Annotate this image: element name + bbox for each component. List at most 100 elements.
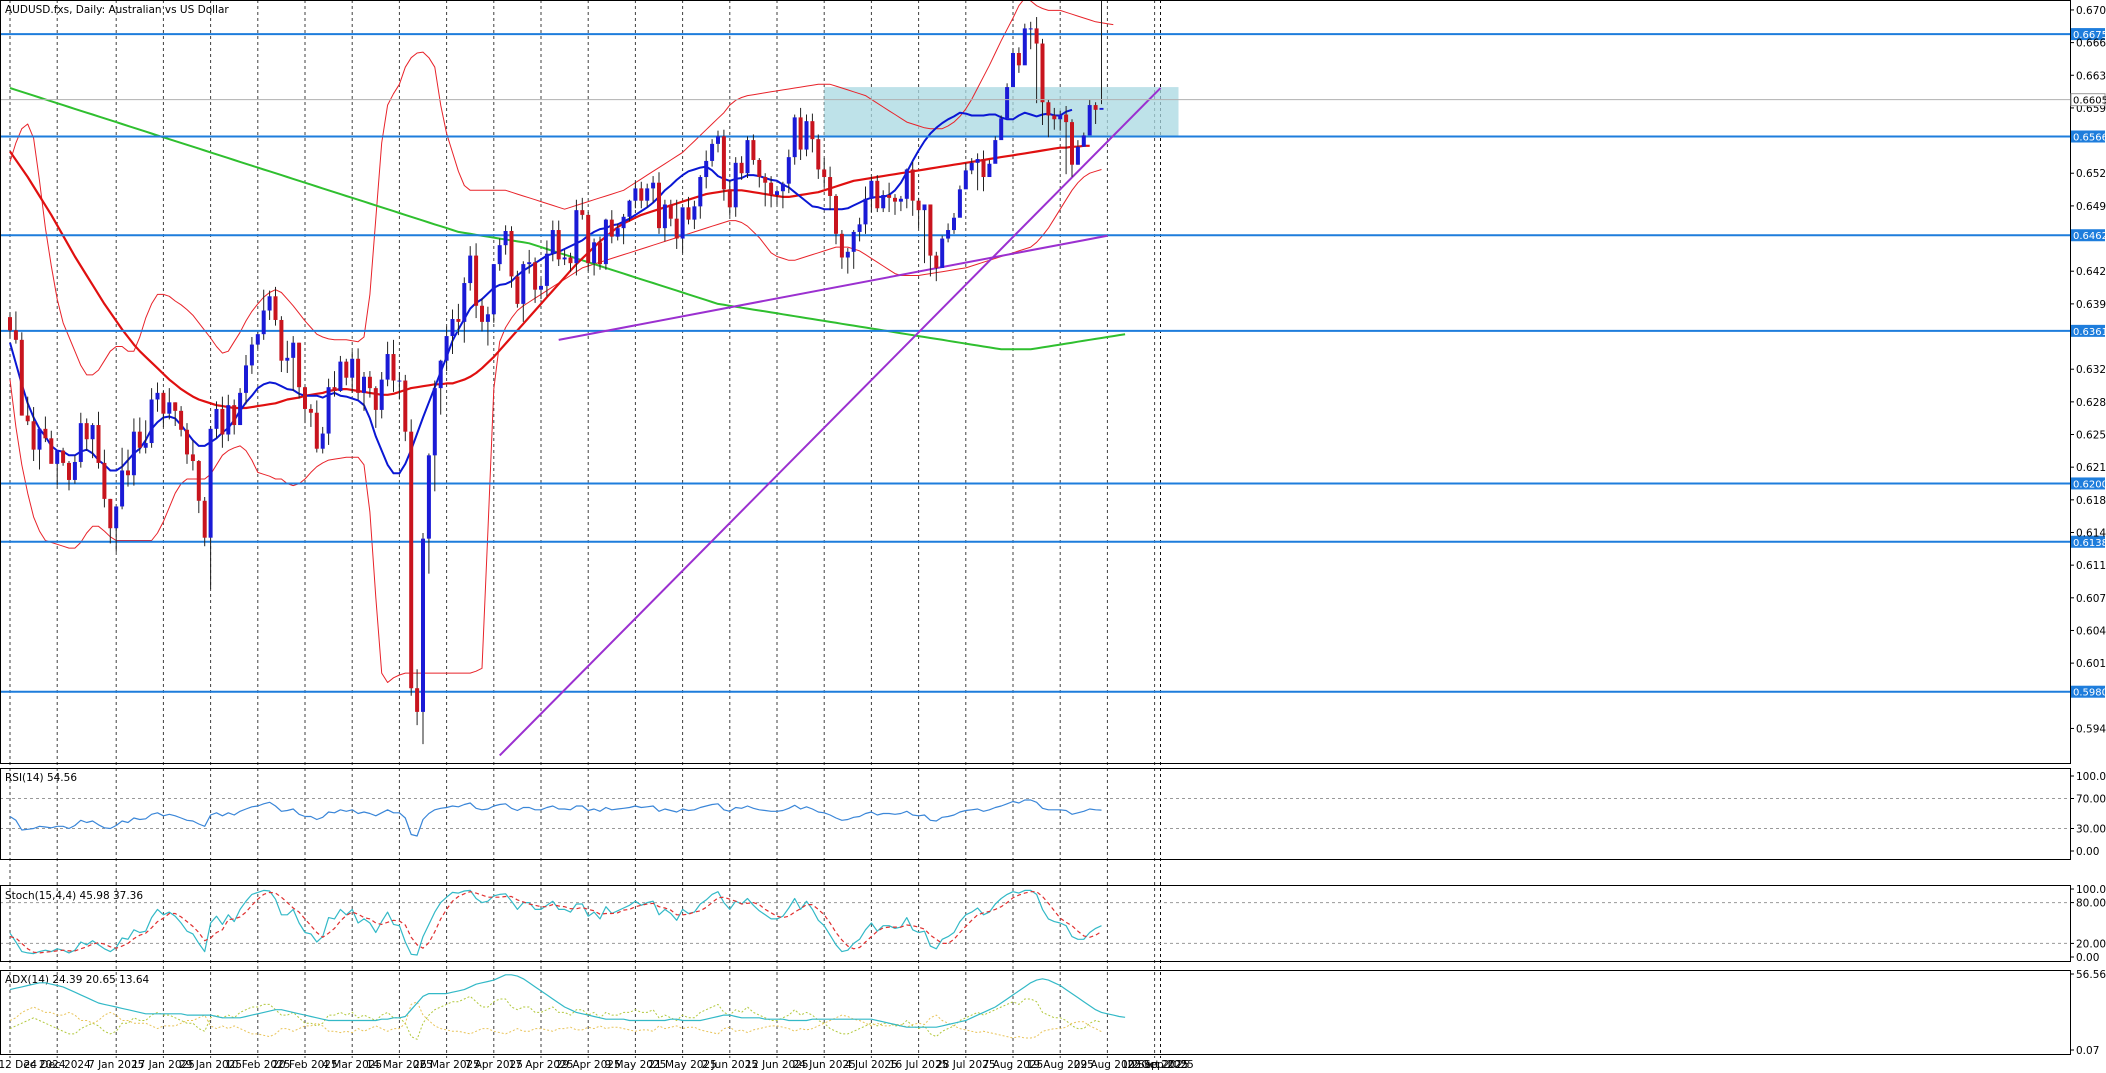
candle-body (922, 204, 927, 211)
candle-body (161, 392, 166, 414)
candle-body (273, 296, 278, 320)
adx-minus-di-line (9, 1001, 1102, 1039)
candle-body (320, 433, 325, 449)
candle-body (1064, 114, 1069, 123)
trendline[interactable] (558, 234, 1108, 341)
candle-body (185, 429, 189, 455)
candle-body (244, 365, 248, 393)
candle-body (987, 163, 992, 178)
rsi-tick-label: 70.00 (2076, 794, 2106, 806)
candle-body (25, 415, 30, 422)
candles (8, 0, 1104, 745)
candle-body (167, 402, 172, 414)
candle-body (727, 189, 732, 208)
trendlines[interactable] (498, 87, 1162, 757)
adx-plus-di-line (9, 995, 1102, 1040)
candle-body (963, 170, 968, 190)
date-tick-label: 24 Dec 2024 (24, 1059, 91, 1071)
trendline[interactable] (498, 87, 1162, 757)
candle-body (609, 219, 614, 237)
price-tick-label: 0.61140 (2076, 560, 2106, 572)
rsi-label: RSI(14) 54.56 (5, 772, 77, 784)
level-price-badge (2071, 130, 2105, 143)
candle-body (485, 314, 490, 322)
candle-body (291, 342, 296, 358)
date-tick-label: 4 Jul 2025 (845, 1059, 898, 1071)
candle-body (521, 264, 526, 304)
candle-body (285, 357, 290, 361)
candle-body (1099, 107, 1104, 110)
date-tick-label: 22 Sep 2025 (1127, 1059, 1194, 1071)
candle-body (544, 253, 549, 286)
candle-body (102, 462, 107, 499)
candle-body (562, 257, 567, 260)
candle-body (1075, 146, 1080, 165)
candle-body (131, 431, 136, 476)
candle-body (710, 143, 715, 161)
candle-body (875, 180, 880, 209)
price-tick-label: 0.60450 (2076, 625, 2106, 637)
candle-body (863, 198, 868, 225)
candle-body (657, 182, 661, 229)
candle-body (308, 408, 313, 413)
candle-body (155, 392, 160, 400)
candle-body (769, 182, 774, 196)
price-tick-label: 0.62865 (2076, 397, 2106, 409)
price-panel[interactable]: AUDUSD.fxs, Daily: Australian vs US Doll… (0, 0, 2070, 757)
candle-body (90, 425, 95, 440)
candle-body (603, 219, 608, 265)
candle-body (326, 387, 331, 434)
candle-body (957, 189, 962, 218)
candle-body (114, 506, 119, 529)
candle-body (43, 428, 48, 439)
candle-body (751, 140, 756, 160)
candle-body (409, 431, 414, 689)
candle-body (999, 118, 1004, 141)
level-price-label: 0.61387 (2073, 538, 2106, 549)
level-price-badge (2071, 477, 2105, 490)
candle-body (267, 296, 272, 311)
candle-body (816, 139, 821, 170)
panel-frames (0, 0, 2071, 1055)
stoch-tick-label: 80.00 (2076, 898, 2106, 910)
candle-body (1081, 135, 1086, 147)
candle-body (539, 285, 543, 290)
candle-body (839, 233, 844, 258)
chart-title: AUDUSD.fxs, Daily: Australian vs US Doll… (5, 4, 229, 16)
rsi-line (9, 799, 1102, 837)
candle-body (415, 688, 420, 712)
candle-body (586, 214, 591, 264)
rsi-panel[interactable]: RSI(14) 54.56 (0, 772, 2070, 837)
level-price-label: 0.64625 (2073, 231, 2106, 242)
stochastic-panel[interactable]: Stoch(15,4,4) 45.98 37.36 (0, 889, 2070, 956)
price-tick-label: 0.66315 (2076, 70, 2106, 82)
candle-body (733, 162, 738, 208)
candle-body (721, 136, 726, 190)
level-price-badge (2071, 535, 2105, 548)
level-price-label: 0.59803 (2073, 688, 2106, 699)
price-tick-label: 0.65280 (2076, 168, 2106, 180)
candle-body (474, 255, 479, 306)
date-tick-label: 9 May 2025 (605, 1059, 667, 1071)
date-tick-label: 19 Aug 2025 (1027, 1059, 1094, 1071)
date-tick-label: 26 Mar 2025 (413, 1059, 480, 1071)
level-price-badge (2071, 229, 2105, 242)
date-tick-label: 2 Jun 2025 (702, 1059, 758, 1071)
rsi-tick-label: 30.00 (2076, 824, 2106, 836)
stoch-label: Stoch(15,4,4) 45.98 37.36 (5, 890, 143, 902)
candle-body (303, 387, 307, 409)
candle-body (84, 423, 89, 440)
candle-body (946, 230, 951, 239)
candle-body (49, 438, 54, 464)
level-price-badge (2071, 324, 2105, 337)
stoch-signal-line (9, 891, 1102, 954)
adx-panel[interactable]: ADX(14) 24.39 20.65 13.64 (5, 974, 1126, 1040)
candle-body (143, 443, 148, 448)
candle-body (574, 210, 579, 264)
candle-body (1058, 114, 1063, 120)
candle-body (680, 207, 685, 239)
candle-body (975, 159, 980, 163)
